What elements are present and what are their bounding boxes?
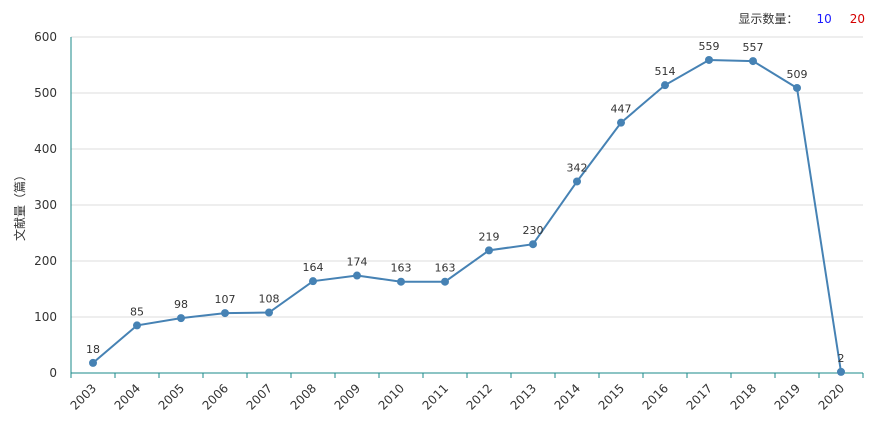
x-tick-label-2017: 2017 — [684, 381, 715, 412]
data-point-2016 — [661, 81, 669, 90]
data-point-2013 — [529, 240, 537, 249]
data-label-2013: 230 — [523, 224, 544, 237]
data-point-2006 — [221, 309, 229, 318]
data-point-2010 — [397, 277, 405, 286]
x-tick-label-2009: 2009 — [332, 381, 363, 412]
display-count-option-20[interactable]: 20 — [849, 11, 865, 26]
x-tick-label-2019: 2019 — [772, 381, 803, 412]
data-label-2010: 163 — [391, 262, 412, 275]
display-count-control: 显示数量： 10 20 — [738, 10, 865, 27]
data-point-2012 — [485, 246, 493, 255]
data-label-2019: 509 — [787, 68, 808, 81]
x-tick-label-2013: 2013 — [508, 381, 539, 412]
data-point-2018 — [749, 57, 757, 66]
y-axis-label: 文献量（篇） — [12, 169, 27, 241]
data-label-2006: 107 — [215, 293, 236, 306]
x-tick-label-2020: 2020 — [816, 381, 847, 412]
data-point-2011 — [441, 277, 449, 286]
data-point-2005 — [177, 314, 185, 323]
data-label-2008: 164 — [303, 261, 324, 274]
data-point-2003 — [89, 358, 97, 367]
x-tick-label-2014: 2014 — [552, 381, 583, 412]
x-tick-label-2007: 2007 — [244, 381, 275, 412]
y-tick-label-300: 300 — [34, 198, 57, 212]
data-label-2020: 2 — [838, 352, 845, 365]
data-point-2004 — [133, 321, 141, 330]
data-point-2008 — [309, 277, 317, 286]
data-label-2018: 557 — [743, 41, 764, 54]
data-point-2015 — [617, 118, 625, 127]
display-count-label: 显示数量： — [738, 12, 799, 26]
data-label-2014: 342 — [567, 161, 588, 174]
data-point-2020 — [837, 367, 845, 376]
x-tick-label-2006: 2006 — [200, 381, 231, 412]
data-point-2007 — [265, 308, 273, 317]
y-tick-label-200: 200 — [34, 254, 57, 268]
x-tick-label-2003: 2003 — [68, 381, 99, 412]
data-label-2017: 559 — [699, 40, 720, 53]
x-tick-label-2012: 2012 — [464, 381, 495, 412]
data-point-2017 — [705, 55, 713, 64]
y-tick-label-500: 500 — [34, 86, 57, 100]
data-label-2004: 85 — [130, 305, 144, 318]
x-tick-label-2010: 2010 — [376, 381, 407, 412]
data-label-2003: 18 — [86, 343, 100, 356]
data-label-2005: 98 — [174, 298, 188, 311]
data-point-2019 — [793, 83, 801, 92]
x-tick-label-2008: 2008 — [288, 381, 319, 412]
y-tick-label-0: 0 — [49, 366, 57, 380]
x-tick-label-2016: 2016 — [640, 381, 671, 412]
x-tick-label-2018: 2018 — [728, 381, 759, 412]
x-tick-label-2005: 2005 — [156, 381, 187, 412]
y-tick-label-400: 400 — [34, 142, 57, 156]
x-tick-label-2015: 2015 — [596, 381, 627, 412]
data-label-2009: 174 — [347, 256, 368, 269]
data-label-2012: 219 — [479, 230, 500, 243]
x-tick-label-2004: 2004 — [112, 381, 143, 412]
x-tick-label-2011: 2011 — [420, 381, 451, 412]
data-label-2015: 447 — [611, 103, 632, 116]
display-count-option-10[interactable]: 10 — [816, 11, 832, 26]
series-line — [92, 58, 842, 373]
y-tick-label-600: 600 — [34, 30, 57, 44]
data-label-2007: 108 — [259, 293, 280, 306]
data-label-2016: 514 — [655, 65, 676, 78]
y-tick-label-100: 100 — [34, 310, 57, 324]
data-point-2014 — [573, 177, 581, 186]
data-point-2009 — [353, 271, 361, 280]
data-label-2011: 163 — [435, 262, 456, 275]
